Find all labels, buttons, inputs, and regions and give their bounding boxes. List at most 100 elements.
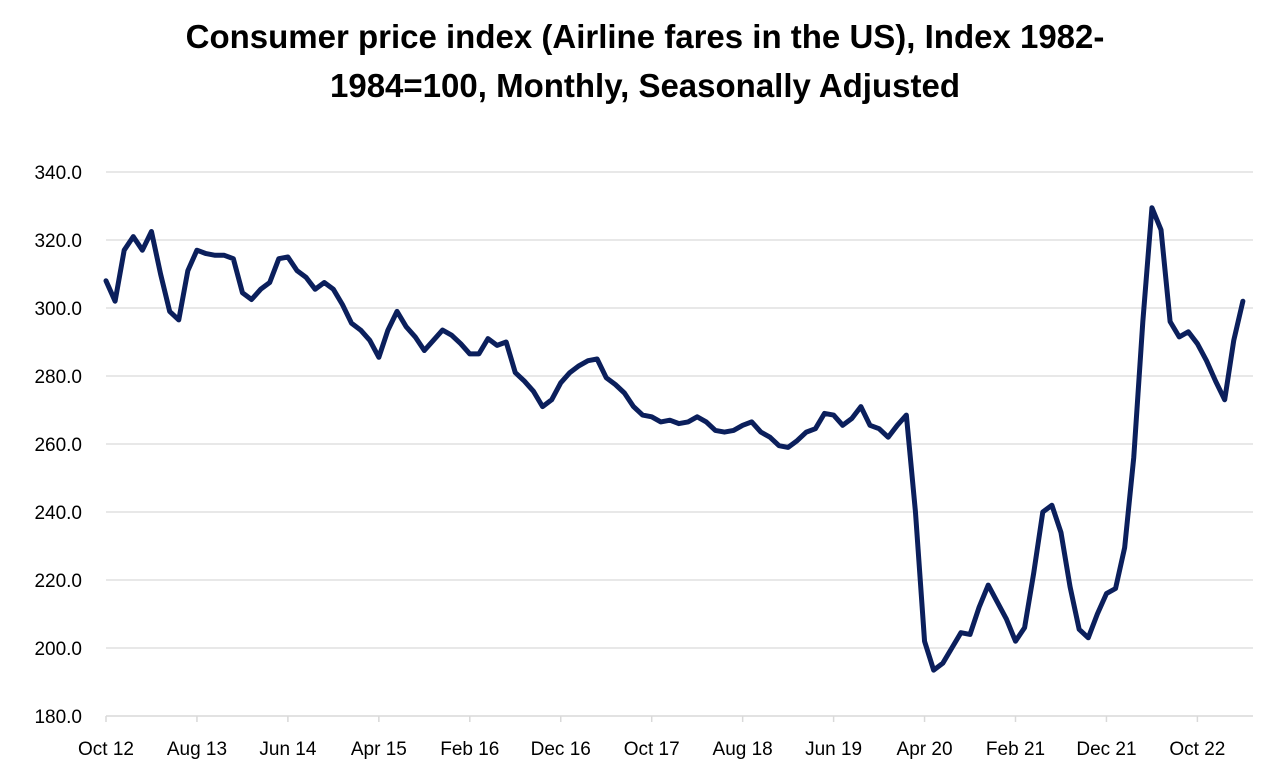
x-tick-label: Feb 21 xyxy=(986,739,1045,760)
data-point xyxy=(977,605,981,609)
y-tick-label: 280.0 xyxy=(34,367,82,388)
data-point xyxy=(340,303,344,307)
data-point xyxy=(941,661,945,665)
data-point xyxy=(795,439,799,443)
data-point xyxy=(704,420,708,424)
data-point xyxy=(713,428,717,432)
x-tick-label: Feb 16 xyxy=(440,739,499,760)
data-point xyxy=(331,287,335,291)
data-point xyxy=(668,418,672,422)
data-point xyxy=(586,359,590,363)
data-point xyxy=(650,415,654,419)
data-point xyxy=(368,338,372,342)
data-point xyxy=(168,309,172,313)
data-point xyxy=(250,298,254,302)
y-tick-label: 220.0 xyxy=(34,571,82,592)
data-point xyxy=(1241,299,1245,303)
data-point xyxy=(1159,228,1163,232)
x-tick-label: Apr 15 xyxy=(351,739,407,760)
data-point xyxy=(495,343,499,347)
data-point xyxy=(786,445,790,449)
x-axis xyxy=(105,715,1253,722)
data-point xyxy=(149,230,153,234)
data-point xyxy=(313,287,317,291)
data-point xyxy=(468,352,472,356)
data-point xyxy=(604,376,608,380)
data-point xyxy=(859,405,863,409)
data-point xyxy=(1086,636,1090,640)
data-point xyxy=(159,272,163,276)
data-point xyxy=(722,430,726,434)
data-point xyxy=(286,255,290,259)
data-point xyxy=(1186,330,1190,334)
data-point xyxy=(459,342,463,346)
x-tick-label: Apr 20 xyxy=(897,739,953,760)
data-point xyxy=(477,352,481,356)
data-point xyxy=(741,423,745,427)
data-point xyxy=(186,269,190,273)
data-point xyxy=(522,379,526,383)
data-point xyxy=(886,435,890,439)
data-point xyxy=(768,435,772,439)
data-point xyxy=(995,600,999,604)
data-point xyxy=(568,371,572,375)
data-point xyxy=(122,248,126,252)
data-point xyxy=(413,335,417,339)
data-point xyxy=(877,427,881,431)
data-point xyxy=(950,646,954,650)
x-tick-label: Oct 12 xyxy=(78,739,134,760)
data-point xyxy=(986,583,990,587)
data-point xyxy=(968,632,972,636)
data-point xyxy=(677,422,681,426)
data-point xyxy=(431,338,435,342)
data-point xyxy=(895,423,899,427)
data-point xyxy=(395,309,399,313)
data-point xyxy=(1195,342,1199,346)
data-point xyxy=(204,252,208,256)
data-point xyxy=(1204,359,1208,363)
data-point xyxy=(1032,571,1036,575)
data-point xyxy=(268,281,272,285)
data-point xyxy=(1150,206,1154,210)
data-point xyxy=(177,318,181,322)
data-point xyxy=(913,510,917,514)
x-tick-label: Aug 18 xyxy=(713,739,773,760)
data-point xyxy=(350,321,354,325)
data-point xyxy=(959,631,963,635)
data-point xyxy=(441,328,445,332)
x-tick-label: Oct 17 xyxy=(624,739,680,760)
chart-title: Consumer price index (Airline fares in t… xyxy=(185,18,1105,104)
data-point xyxy=(140,248,144,252)
y-tick-label: 260.0 xyxy=(34,435,82,456)
data-point xyxy=(1059,530,1063,534)
data-point xyxy=(222,253,226,257)
data-point xyxy=(804,430,808,434)
x-tick-label: Jun 14 xyxy=(259,739,316,760)
x-tick-label: Dec 21 xyxy=(1076,739,1136,760)
data-point xyxy=(240,291,244,295)
data-point xyxy=(1004,617,1008,621)
y-tick-label: 180.0 xyxy=(34,707,82,728)
data-point xyxy=(1104,592,1108,596)
data-point xyxy=(813,427,817,431)
data-point xyxy=(777,444,781,448)
data-point xyxy=(131,235,135,239)
data-point xyxy=(404,325,408,329)
data-point xyxy=(450,333,454,337)
data-point xyxy=(1114,587,1118,591)
data-point xyxy=(531,389,535,393)
data-point xyxy=(1041,510,1045,514)
series-line xyxy=(103,205,1246,673)
data-point xyxy=(1177,335,1181,339)
y-tick-label: 320.0 xyxy=(34,231,82,252)
y-axis-labels: 180.0 200.0 220.0 240.0 260.0 280.0 300.0 320.0… xyxy=(34,163,82,728)
data-point xyxy=(923,639,927,643)
x-tick-label: Aug 13 xyxy=(167,739,227,760)
data-point xyxy=(1232,338,1236,342)
data-point xyxy=(1023,626,1027,630)
y-tick-label: 200.0 xyxy=(34,639,82,660)
data-point xyxy=(750,420,754,424)
data-point xyxy=(504,340,508,344)
